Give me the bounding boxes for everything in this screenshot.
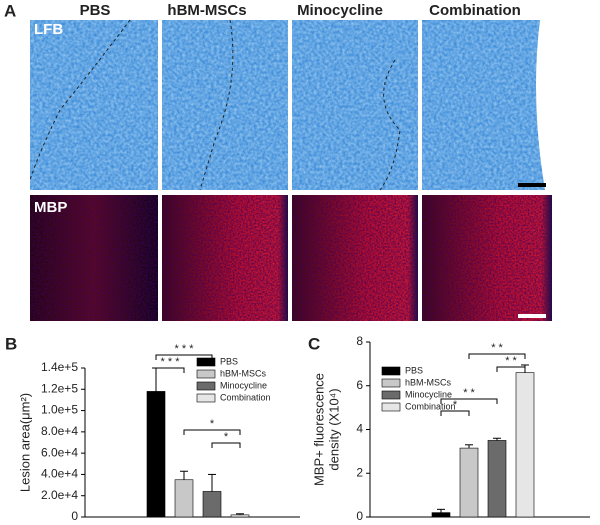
micrographs [29, 19, 552, 321]
bar [487, 440, 507, 518]
legend-label: PBS [405, 365, 423, 375]
y-tick-label: 0 [71, 509, 78, 523]
significance-bracket [496, 366, 526, 372]
y-tick-label: 0 [356, 509, 363, 523]
y-tick-label: 8.0e+4 [41, 424, 78, 438]
column-header: PBS [80, 2, 111, 19]
y-tick-label: 4 [356, 422, 363, 436]
bar [146, 391, 166, 518]
significance-bracket [155, 354, 213, 360]
y-tick-label: 1.4e+5 [41, 360, 78, 374]
y-tick-label: 2.0e+4 [41, 488, 78, 502]
row-label: MBP [34, 199, 67, 216]
bar [431, 512, 451, 518]
error-bar [208, 473, 216, 492]
legend-label: Minocycline [405, 389, 452, 399]
legend-swatch [196, 369, 216, 379]
legend-swatch [196, 357, 216, 367]
bar [515, 372, 535, 518]
significance-label: * [224, 431, 229, 443]
y-axis-label: density (X10⁴) [326, 388, 341, 470]
y-tick-label: 1.0e+5 [41, 403, 78, 417]
panel-label: B [5, 334, 17, 353]
y-axis-label: MBP+ fluorescence [311, 373, 326, 486]
significance-label: * * * [161, 356, 181, 368]
y-tick-label: 1.2e+5 [41, 381, 78, 395]
error-bar [236, 513, 244, 515]
legend-swatch [196, 393, 216, 403]
legend-swatch [381, 402, 401, 412]
significance-label: * * * [175, 343, 195, 355]
y-tick-label: 6.0e+4 [41, 445, 78, 459]
bar [459, 447, 479, 518]
significance-bracket [440, 398, 498, 404]
legend-swatch [381, 366, 401, 376]
column-header: Combination [429, 2, 521, 19]
legend-label: hBM-MSCs [405, 377, 452, 387]
y-tick-label: 6 [356, 378, 363, 392]
column-header: Minocycline [297, 2, 383, 19]
error-bar [180, 470, 188, 480]
y-tick-label: 8 [356, 334, 363, 348]
bar [202, 491, 222, 518]
significance-label: * * [505, 355, 517, 367]
panel-label: A [4, 1, 16, 20]
significance-label: * [210, 418, 215, 430]
legend-swatch [196, 381, 216, 391]
significance-bracket [440, 410, 470, 416]
legend-label: Minocycline [220, 380, 267, 390]
legend-swatch [381, 390, 401, 400]
bar [230, 514, 250, 518]
legend-label: hBM-MSCs [220, 368, 267, 378]
bar [174, 479, 194, 518]
error-bar [437, 508, 445, 513]
y-tick-label: 2 [356, 465, 363, 479]
y-tick-label: 4.0e+4 [41, 467, 78, 481]
row-label: LFB [34, 21, 63, 38]
error-bar [465, 444, 473, 449]
panel-label: C [308, 334, 320, 353]
legend-label: Combination [220, 392, 271, 402]
legend-label: PBS [220, 356, 238, 366]
y-axis-label: Lesion area(μm²) [17, 393, 32, 492]
column-header: hBM-MSCs [167, 2, 246, 19]
significance-bracket [211, 442, 241, 448]
legend-swatch [381, 378, 401, 388]
significance-bracket [183, 429, 241, 435]
significance-bracket [468, 353, 526, 359]
significance-label: * * [491, 342, 503, 354]
significance-label: * * [463, 387, 475, 399]
error-bar [493, 437, 501, 441]
significance-bracket [155, 367, 185, 373]
significance-label: * [453, 399, 458, 411]
legend-label: Combination [405, 401, 456, 411]
